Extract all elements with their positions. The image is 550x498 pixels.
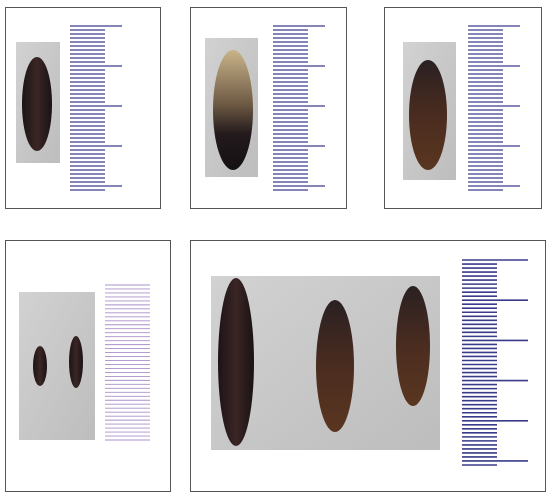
photo bbox=[16, 42, 60, 163]
photo-background bbox=[19, 292, 95, 440]
larva bbox=[409, 60, 447, 170]
larva bbox=[33, 346, 47, 386]
larva bbox=[218, 278, 254, 446]
photo bbox=[19, 292, 95, 440]
larva bbox=[213, 50, 253, 170]
larva bbox=[69, 336, 83, 388]
larva bbox=[396, 286, 430, 406]
larva bbox=[316, 300, 354, 432]
photo bbox=[205, 38, 258, 177]
photo bbox=[211, 276, 440, 450]
rulers bbox=[70, 25, 528, 466]
larva bbox=[22, 57, 52, 151]
photo bbox=[403, 42, 456, 180]
